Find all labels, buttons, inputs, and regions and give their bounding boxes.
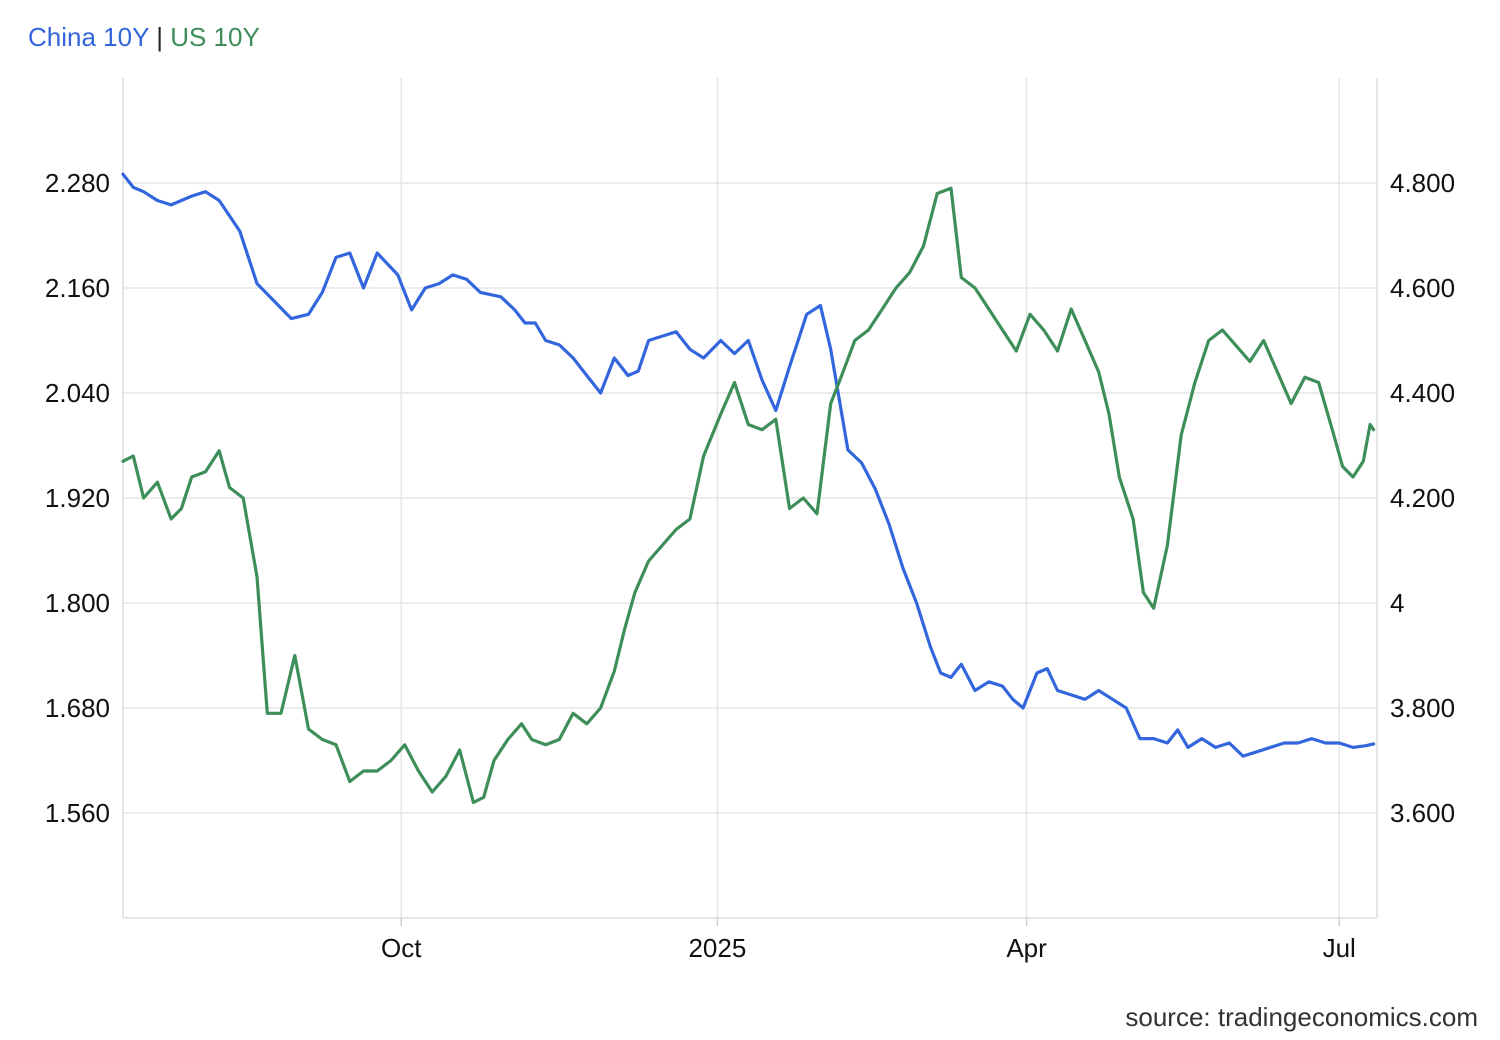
legend-separator: |: [156, 22, 163, 52]
series-line-china-10y[interactable]: [121, 172, 1376, 758]
series: [121, 172, 1376, 805]
x-tick-label: Apr: [1006, 933, 1047, 963]
y-left-tick-label: 1.680: [45, 693, 110, 723]
y-left-tick-label: 2.280: [45, 168, 110, 198]
y-right-tick-label: 3.600: [1390, 798, 1455, 828]
y-left-tick-label: 1.920: [45, 483, 110, 513]
y-right-tick-label: 4: [1390, 588, 1404, 618]
y-right-tick-label: 3.800: [1390, 693, 1455, 723]
chart-legend: China 10Y | US 10Y: [28, 22, 260, 53]
y-left-tick-label: 1.800: [45, 588, 110, 618]
y-left-tick-label: 2.160: [45, 273, 110, 303]
grid: [123, 78, 1377, 918]
y-right-tick-label: 4.400: [1390, 378, 1455, 408]
legend-china-10y[interactable]: China 10Y: [28, 22, 149, 52]
x-tick-label: Oct: [381, 933, 422, 963]
series-line-us-10y[interactable]: [121, 186, 1376, 805]
y-right-tick-label: 4.600: [1390, 273, 1455, 303]
source-credit[interactable]: source: tradingeconomics.com: [1125, 1002, 1478, 1032]
y-right-tick-label: 4.200: [1390, 483, 1455, 513]
tick-labels: 2.280 2.160 2.040 1.920 1.800 1.680 1.560 4.800…: [45, 168, 1455, 963]
y-left-tick-label: 1.560: [45, 798, 110, 828]
legend-us-10y[interactable]: US 10Y: [170, 22, 260, 52]
y-right-tick-label: 4.800: [1390, 168, 1455, 198]
x-tick-label: 2025: [688, 933, 746, 963]
y-left-tick-label: 2.040: [45, 378, 110, 408]
x-tick-label: Jul: [1323, 933, 1356, 963]
axes: [122, 78, 1378, 926]
